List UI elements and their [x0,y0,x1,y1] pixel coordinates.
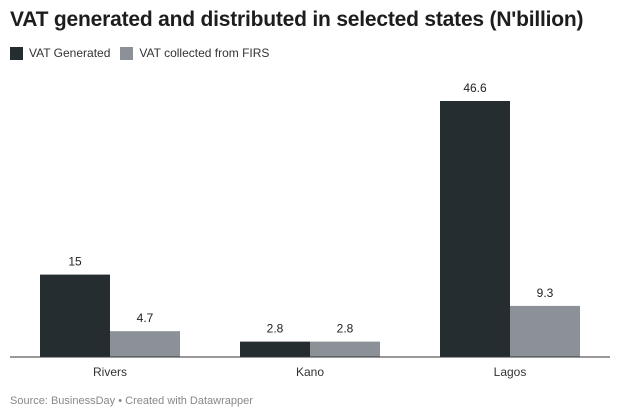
data-label-lagos-vat-generated: 46.6 [463,81,487,95]
source-note: Source: BusinessDay • Created with Dataw… [10,395,253,407]
legend-label-vat-generated: VAT Generated [29,46,111,60]
legend-swatch-vat-generated [10,46,23,60]
legend-item-vat-collected: VAT collected from FIRS [120,46,269,60]
legend-label-vat-collected: VAT collected from FIRS [139,46,270,60]
data-label-kano-vat-generated: 2.8 [267,322,284,336]
bar-kano-vat-generated [240,341,310,357]
x-tick-label-kano: Kano [296,365,324,379]
x-tick-label-rivers: Rivers [93,365,127,379]
bar-lagos-vat-generated [440,101,510,357]
legend-swatch-vat-collected [120,46,134,60]
chart-title: VAT generated and distributed in selecte… [10,8,584,31]
x-tick-label-lagos: Lagos [494,365,527,379]
bar-kano-vat-collected-from-firs [310,341,380,357]
bar-rivers-vat-collected-from-firs [110,331,180,357]
legend: VAT Generated VAT collected from FIRS [10,46,279,60]
data-label-kano-vat-collected-from-firs: 2.8 [337,322,354,336]
data-label-rivers-vat-collected-from-firs: 4.7 [137,311,154,325]
bar-rivers-vat-generated [40,274,110,357]
data-label-lagos-vat-collected-from-firs: 9.3 [537,286,554,300]
legend-item-vat-generated: VAT Generated [10,46,110,60]
bar-lagos-vat-collected-from-firs [510,305,580,357]
data-label-rivers-vat-generated: 15 [68,255,82,269]
